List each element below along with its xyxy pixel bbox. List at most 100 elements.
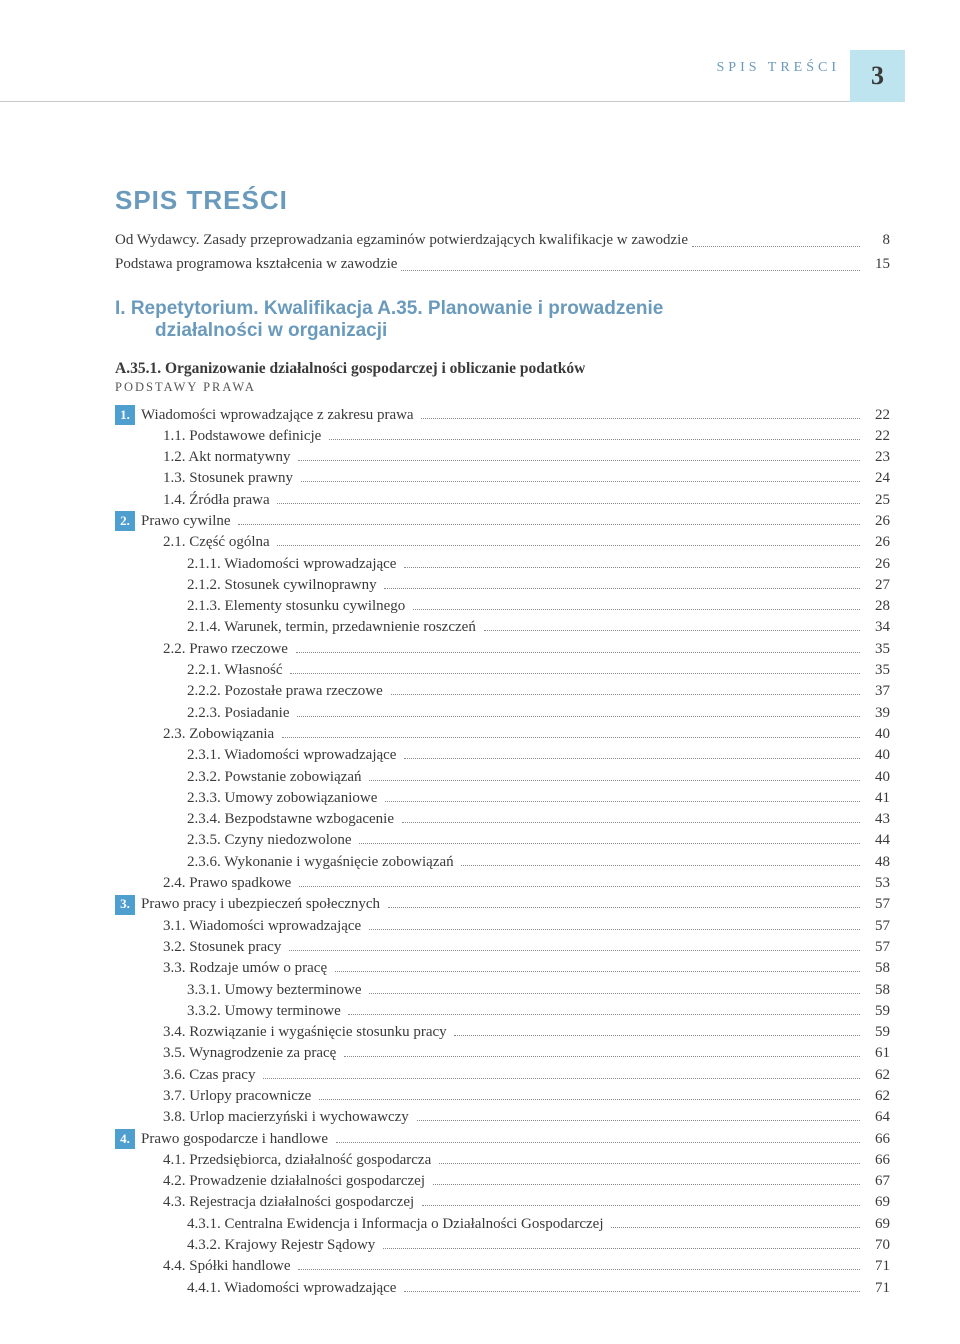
leader-dots: [611, 1227, 860, 1228]
leader-dots: [422, 1205, 860, 1206]
leader-dots: [484, 630, 860, 631]
toc-label: Prawo pracy i ubezpieczeń społecznych: [141, 894, 384, 915]
leader-dots: [369, 780, 860, 781]
chapter-number-box: 4.: [115, 1129, 135, 1149]
leader-dots: [299, 886, 860, 887]
toc-page-number: 66: [864, 1150, 890, 1171]
toc-label: 4.3.2. Krajowy Rejestr Sądowy: [187, 1235, 379, 1256]
toc-label: 2.2.1. Własność: [187, 660, 286, 681]
toc-entry: 3.3. Rodzaje umów o pracę 58: [115, 958, 890, 979]
toc-page-number: 37: [864, 681, 890, 702]
leader-dots: [401, 254, 860, 271]
toc-label: 1.2. Akt normatywny: [163, 447, 294, 468]
toc-entry: 3.4. Rozwiązanie i wygaśnięcie stosunku …: [115, 1022, 890, 1043]
toc-label: Prawo gospodarcze i handlowe: [141, 1129, 332, 1150]
toc-label: 3.8. Urlop macierzyński i wychowawczy: [163, 1107, 413, 1128]
part-line2: działalności w organizacji: [115, 320, 387, 341]
toc-page-number: 67: [864, 1171, 890, 1192]
toc-label: 1.1. Podstawowe definicje: [163, 426, 325, 447]
toc-entry: 2.2. Prawo rzeczowe 35: [115, 639, 890, 660]
leader-dots: [282, 737, 860, 738]
toc-entry: 4. Prawo gospodarcze i handlowe 66: [115, 1129, 890, 1150]
toc-page-number: 57: [864, 937, 890, 958]
toc-label: 4.1. Przedsiębiorca, działalność gospoda…: [163, 1150, 435, 1171]
toc-entry: 3.7. Urlopy pracownicze 62: [115, 1086, 890, 1107]
toc-label: 2.3.5. Czyny niedozwolone: [187, 830, 355, 851]
toc-page-number: 62: [864, 1065, 890, 1086]
leader-dots: [692, 230, 860, 247]
leader-dots: [335, 971, 860, 972]
toc-label: 2.3.1. Wiadomości wprowadzające: [187, 745, 400, 766]
toc-label: 3.7. Urlopy pracownicze: [163, 1086, 315, 1107]
toc-page-number: 26: [864, 511, 890, 532]
toc-entry: 2.3.2. Powstanie zobowiązań 40: [115, 767, 890, 788]
toc-label: 2.3.2. Powstanie zobowiązań: [187, 767, 365, 788]
toc-label: Prawo cywilne: [141, 511, 234, 532]
chapter-number-box: 2.: [115, 511, 135, 531]
leader-dots: [404, 1291, 860, 1292]
toc-label: 2.1.4. Warunek, termin, przedawnienie ro…: [187, 617, 480, 638]
part-title: I. Repetytorium. Kwalifikacja A.35. Plan…: [115, 298, 890, 342]
section-subtitle: PODSTAWY PRAWA: [115, 380, 890, 395]
toc-entry: 2.1.4. Warunek, termin, przedawnienie ro…: [115, 617, 890, 638]
leader-dots: [277, 545, 860, 546]
toc-entry: 2.3.6. Wykonanie i wygaśnięcie zobowiąza…: [115, 852, 890, 873]
toc-label: 3.6. Czas pracy: [163, 1065, 259, 1086]
toc-entry: 1.1. Podstawowe definicje 22: [115, 426, 890, 447]
toc-label: 2.1. Część ogólna: [163, 532, 273, 553]
toc-label: 2.3.3. Umowy zobowiązaniowe: [187, 788, 381, 809]
toc-label: 3.5. Wynagrodzenie za pracę: [163, 1043, 340, 1064]
leader-dots: [404, 758, 860, 759]
toc-page-number: 44: [864, 830, 890, 851]
header-rule: [0, 101, 850, 102]
leader-dots: [433, 1184, 860, 1185]
intro-row: Od Wydawcy. Zasady przeprowadzania egzam…: [115, 230, 890, 252]
toc-page-number: 70: [864, 1235, 890, 1256]
toc-entry: 2.3.4. Bezpodstawne wzbogacenie 43: [115, 809, 890, 830]
toc-entry: 4.3.2. Krajowy Rejestr Sądowy 70: [115, 1235, 890, 1256]
toc-page-number: 43: [864, 809, 890, 830]
toc-label: 3.2. Stosunek pracy: [163, 937, 285, 958]
leader-dots: [344, 1056, 860, 1057]
toc-page-number: 58: [864, 980, 890, 1001]
leader-dots: [388, 907, 860, 908]
toc-label: 4.3.1. Centralna Ewidencja i Informacja …: [187, 1214, 607, 1235]
toc-entry: 3.3.1. Umowy bezterminowe 58: [115, 980, 890, 1001]
leader-dots: [336, 1142, 860, 1143]
main-title: SPIS TREŚCI: [115, 185, 890, 216]
toc-entry: 1.3. Stosunek prawny 24: [115, 468, 890, 489]
toc-page-number: 26: [864, 554, 890, 575]
intro-row: Podstawa programowa kształcenia w zawodz…: [115, 254, 890, 276]
leader-dots: [348, 1014, 860, 1015]
leader-dots: [301, 481, 860, 482]
toc-entry: 2.3.1. Wiadomości wprowadzające 40: [115, 745, 890, 766]
toc-page-number: 59: [864, 1022, 890, 1043]
toc-entry: 2.1.1. Wiadomości wprowadzające 26: [115, 554, 890, 575]
toc-page-number: 35: [864, 639, 890, 660]
toc-page-number: 62: [864, 1086, 890, 1107]
toc-page-number: 66: [864, 1129, 890, 1150]
toc-page-number: 28: [864, 596, 890, 617]
toc-entry: 2.2.1. Własność 35: [115, 660, 890, 681]
toc-page-number: 53: [864, 873, 890, 894]
toc-label: 2.1.1. Wiadomości wprowadzające: [187, 554, 400, 575]
leader-dots: [238, 524, 860, 525]
leader-dots: [421, 418, 860, 419]
toc-page-number: 69: [864, 1192, 890, 1213]
leader-dots: [289, 950, 860, 951]
toc-page-number: 34: [864, 617, 890, 638]
toc-entry: 2.1.3. Elementy stosunku cywilnego 28: [115, 596, 890, 617]
leader-dots: [298, 1269, 860, 1270]
leader-dots: [417, 1120, 860, 1121]
leader-dots: [277, 503, 860, 504]
page-header: SPIS TREŚCI 3: [0, 50, 960, 110]
toc-entry: 3.5. Wynagrodzenie za pracę 61: [115, 1043, 890, 1064]
toc-page-number: 69: [864, 1214, 890, 1235]
toc-label: 3.3.2. Umowy terminowe: [187, 1001, 344, 1022]
toc-entry: 2.2.3. Posiadanie 39: [115, 703, 890, 724]
section-title: A.35.1. Organizowanie działalności gospo…: [115, 360, 890, 378]
leader-dots: [402, 822, 860, 823]
toc-entry: 2.1. Część ogólna 26: [115, 532, 890, 553]
toc-entry: 2.3.5. Czyny niedozwolone 44: [115, 830, 890, 851]
intro-text: Od Wydawcy. Zasady przeprowadzania egzam…: [115, 230, 688, 252]
